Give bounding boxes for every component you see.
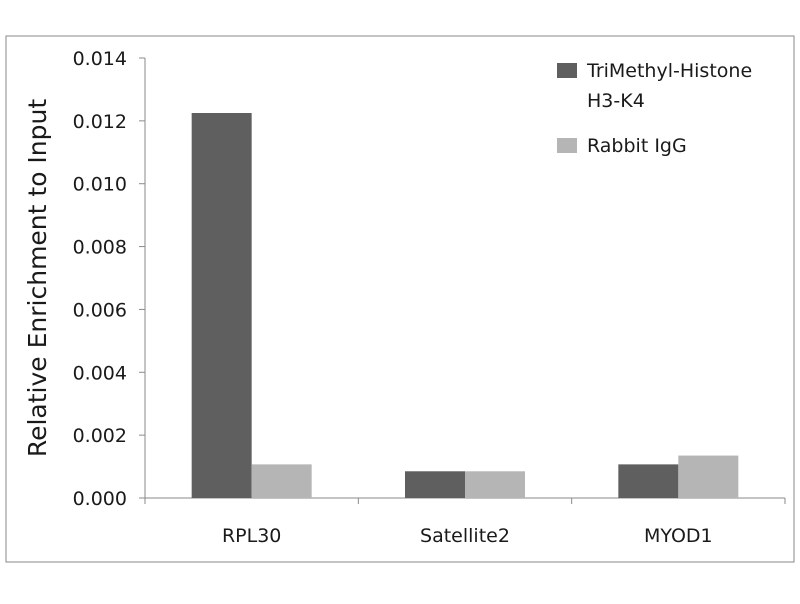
legend-swatch-series-1	[557, 63, 577, 78]
x-category-label: Satellite2	[420, 525, 510, 547]
legend: TriMethyl-Histone H3-K4 Rabbit IgG	[557, 60, 752, 157]
legend-swatch-series-2	[557, 138, 577, 153]
bar-myod1-series-2	[678, 455, 739, 498]
legend-label-series-1: TriMethyl-Histone	[586, 60, 752, 82]
y-tick-label: 0.014	[73, 48, 127, 70]
y-tick-label: 0.008	[73, 237, 127, 259]
legend-label-series-1: H3-K4	[587, 90, 645, 112]
y-axis-title: Relative Enrichment to Input	[23, 99, 52, 458]
y-tick-label: 0.004	[73, 362, 127, 384]
y-tick-label: 0.006	[73, 299, 127, 321]
bar-rpl30-series-1	[191, 113, 252, 498]
legend-label-series-2: Rabbit IgG	[587, 135, 687, 157]
y-tick-label: 0.000	[73, 488, 127, 510]
bar-satellite2-series-2	[465, 471, 525, 498]
y-tick-label: 0.010	[73, 174, 127, 196]
labels: 0.000 0.002 0.004 0.006 0.008 0.010 0.012 0.014…	[73, 48, 713, 547]
bar-satellite2-series-1	[405, 471, 465, 498]
bar-myod1-series-1	[618, 464, 679, 498]
y-tick-label: 0.002	[73, 425, 127, 447]
x-category-label: RPL30	[222, 525, 281, 547]
x-category-label: MYOD1	[644, 525, 713, 547]
y-tick-label: 0.012	[73, 111, 127, 133]
bars	[191, 113, 739, 498]
bar-rpl30-series-2	[251, 464, 312, 498]
